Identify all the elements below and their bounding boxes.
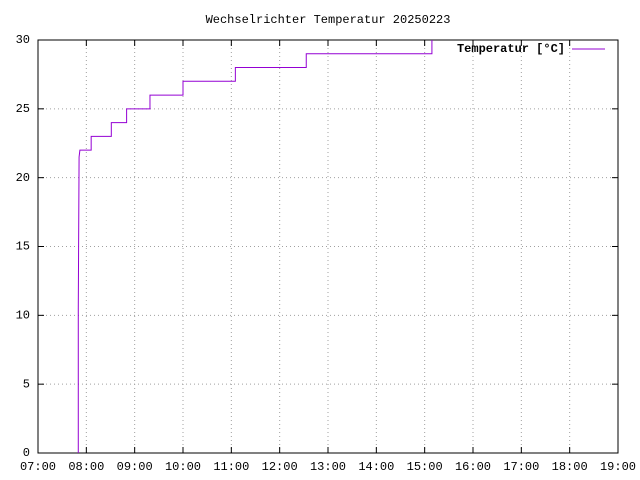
chart-title: Wechselrichter Temperatur 20250223 bbox=[206, 13, 451, 27]
x-tick-label: 19:00 bbox=[600, 460, 636, 474]
y-tick-label: 30 bbox=[16, 33, 30, 47]
y-tick-label: 20 bbox=[16, 171, 30, 185]
x-tick-label: 10:00 bbox=[165, 460, 201, 474]
data-line bbox=[77, 40, 433, 453]
legend-label: Temperatur [°C] bbox=[457, 42, 565, 56]
x-tick-label: 11:00 bbox=[213, 460, 249, 474]
y-tick-label: 0 bbox=[23, 446, 30, 460]
x-tick-label: 17:00 bbox=[503, 460, 539, 474]
plot-border bbox=[37, 39, 619, 454]
x-tick-label: 09:00 bbox=[117, 460, 153, 474]
x-tick-label: 16:00 bbox=[455, 460, 491, 474]
x-tick-label: 12:00 bbox=[262, 460, 298, 474]
x-tick-label: 18:00 bbox=[552, 460, 588, 474]
x-tick-label: 13:00 bbox=[310, 460, 346, 474]
x-tick-label: 08:00 bbox=[68, 460, 104, 474]
x-tick-label: 14:00 bbox=[358, 460, 394, 474]
y-tick-label: 5 bbox=[23, 377, 30, 391]
y-tick-label: 10 bbox=[16, 309, 30, 323]
y-tick-label: 25 bbox=[16, 102, 30, 116]
x-tick-label: 07:00 bbox=[20, 460, 56, 474]
x-tick-label: 15:00 bbox=[407, 460, 443, 474]
y-tick-label: 15 bbox=[16, 240, 30, 254]
